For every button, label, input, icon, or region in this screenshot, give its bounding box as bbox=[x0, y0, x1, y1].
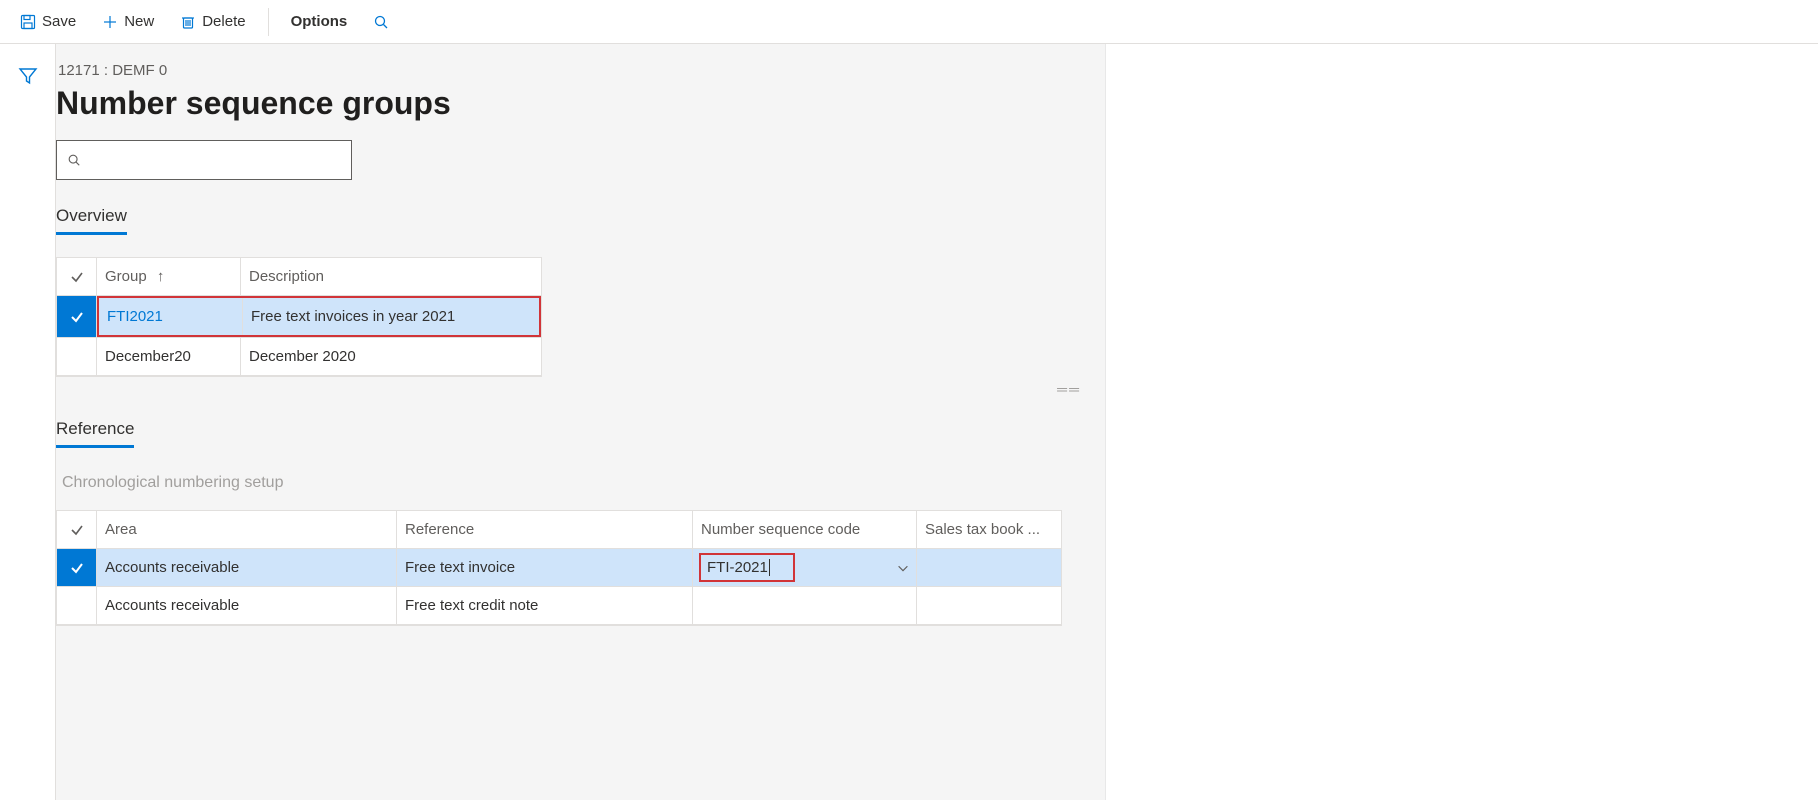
cell-description[interactable]: December 2020 bbox=[241, 338, 541, 375]
chevron-down-icon[interactable] bbox=[896, 561, 910, 575]
save-button[interactable]: Save bbox=[10, 9, 86, 34]
new-label: New bbox=[124, 13, 154, 30]
reference-grid-header: Area Reference Number sequence code Sale… bbox=[57, 511, 1061, 549]
select-all-checkbox[interactable] bbox=[57, 258, 97, 295]
row-selector[interactable] bbox=[57, 296, 97, 337]
search-icon bbox=[67, 153, 81, 167]
sort-ascending-icon: ↑ bbox=[157, 268, 165, 285]
cell-number-sequence-code[interactable] bbox=[693, 587, 917, 624]
column-header-group[interactable]: Group ↑ bbox=[97, 258, 241, 295]
column-header-area[interactable]: Area bbox=[97, 511, 397, 548]
overview-grid-header: Group ↑ Description bbox=[57, 258, 541, 296]
save-label: Save bbox=[42, 13, 76, 30]
cell-sales-tax-book[interactable] bbox=[917, 549, 1061, 586]
workspace: 12171 : DEMF 0 Number sequence groups Ov… bbox=[0, 44, 1818, 800]
tab-reference[interactable]: Reference bbox=[56, 419, 134, 448]
delete-button[interactable]: Delete bbox=[170, 9, 255, 34]
column-header-description[interactable]: Description bbox=[241, 258, 541, 295]
plus-icon bbox=[102, 14, 118, 30]
splitter-handle[interactable]: ══ bbox=[56, 377, 1105, 397]
table-row[interactable]: December20 December 2020 bbox=[57, 338, 541, 376]
cell-group[interactable]: FTI2021 bbox=[99, 298, 243, 335]
row-selector[interactable] bbox=[57, 338, 97, 375]
options-button[interactable]: Options bbox=[281, 9, 358, 34]
main-content: 12171 : DEMF 0 Number sequence groups Ov… bbox=[56, 44, 1106, 800]
table-row[interactable]: Accounts receivable Free text credit not… bbox=[57, 587, 1061, 625]
delete-label: Delete bbox=[202, 13, 245, 30]
cell-description[interactable]: Free text invoices in year 2021 bbox=[243, 298, 539, 335]
cell-reference[interactable]: Free text credit note bbox=[397, 587, 693, 624]
row-selector[interactable] bbox=[57, 549, 97, 586]
subsection-label: Chronological numbering setup bbox=[62, 474, 1105, 492]
cell-reference[interactable]: Free text invoice bbox=[397, 549, 693, 586]
cell-area[interactable]: Accounts receivable bbox=[97, 549, 397, 586]
nsc-input[interactable]: FTI-2021 bbox=[699, 553, 795, 582]
column-header-sales-tax-book[interactable]: Sales tax book ... bbox=[917, 511, 1061, 548]
page-title: Number sequence groups bbox=[56, 85, 1105, 122]
cell-area[interactable]: Accounts receivable bbox=[97, 587, 397, 624]
cell-number-sequence-code[interactable]: FTI-2021 bbox=[693, 549, 917, 586]
action-bar: Save New Delete Options bbox=[0, 0, 1818, 44]
toolbar-search-button[interactable] bbox=[363, 10, 399, 34]
options-label: Options bbox=[291, 13, 348, 30]
table-row[interactable]: FTI2021 Free text invoices in year 2021 bbox=[57, 296, 541, 338]
new-button[interactable]: New bbox=[92, 9, 164, 34]
save-icon bbox=[20, 14, 36, 30]
filter-box[interactable] bbox=[56, 140, 352, 180]
trash-icon bbox=[180, 14, 196, 30]
column-header-reference[interactable]: Reference bbox=[397, 511, 693, 548]
cell-sales-tax-book[interactable] bbox=[917, 587, 1061, 624]
filter-funnel-button[interactable] bbox=[18, 66, 38, 800]
toolbar-separator bbox=[268, 8, 269, 36]
filter-input[interactable] bbox=[89, 151, 341, 169]
tab-overview[interactable]: Overview bbox=[56, 206, 127, 235]
select-all-checkbox[interactable] bbox=[57, 511, 97, 548]
cell-group[interactable]: December20 bbox=[97, 338, 241, 375]
highlighted-cells: FTI2021 Free text invoices in year 2021 bbox=[97, 296, 541, 337]
overview-grid: Group ↑ Description FTI2021 Free text in… bbox=[56, 257, 542, 377]
breadcrumb: 12171 : DEMF 0 bbox=[58, 62, 1105, 85]
reference-grid: Area Reference Number sequence code Sale… bbox=[56, 510, 1062, 626]
funnel-icon bbox=[18, 66, 38, 86]
row-selector[interactable] bbox=[57, 587, 97, 624]
search-icon bbox=[373, 14, 389, 30]
left-rail bbox=[0, 44, 56, 800]
column-header-number-sequence-code[interactable]: Number sequence code bbox=[693, 511, 917, 548]
table-row[interactable]: Accounts receivable Free text invoice FT… bbox=[57, 549, 1061, 587]
